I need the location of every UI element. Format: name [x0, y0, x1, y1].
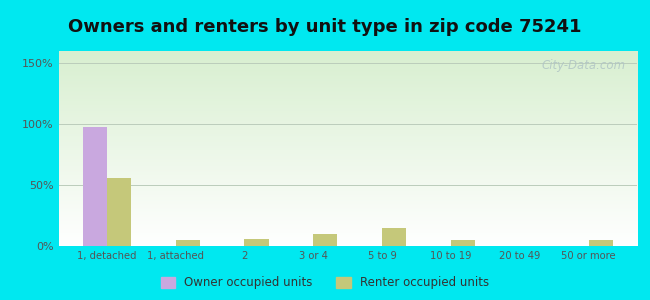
Text: City-Data.com: City-Data.com [541, 59, 625, 72]
Bar [176, 240, 200, 246]
Bar [382, 228, 406, 246]
Bar [244, 239, 268, 246]
Bar [313, 234, 337, 246]
Bar [451, 240, 475, 246]
Bar [83, 127, 107, 246]
Bar [589, 240, 613, 246]
Text: Owners and renters by unit type in zip code 75241: Owners and renters by unit type in zip c… [68, 18, 582, 36]
Legend: Owner occupied units, Renter occupied units: Owner occupied units, Renter occupied un… [156, 272, 494, 294]
Bar [107, 178, 131, 246]
